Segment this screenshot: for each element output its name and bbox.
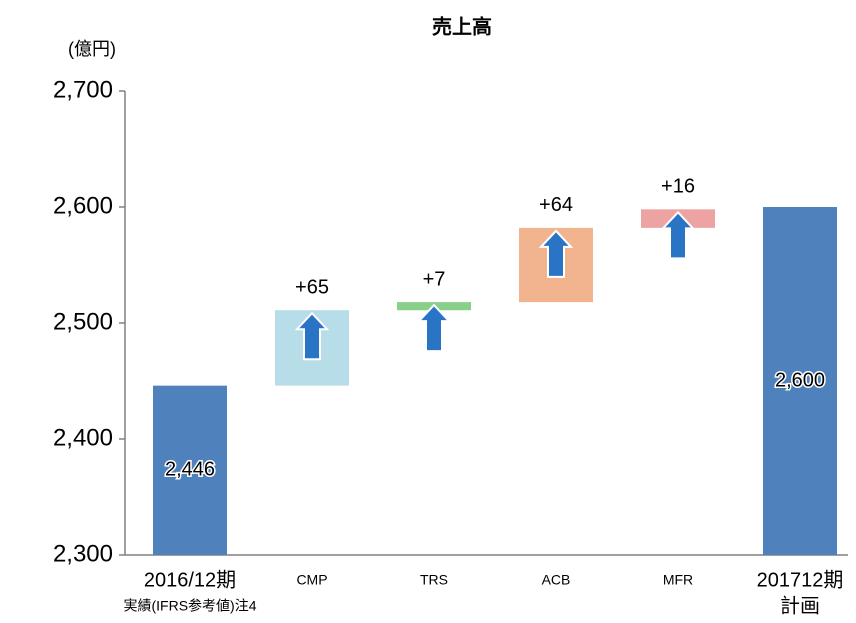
value-label: 2,600 bbox=[775, 369, 825, 391]
x-tick-label: ACB bbox=[542, 572, 571, 588]
x-tick-label: MFR bbox=[663, 572, 693, 588]
value-label: +16 bbox=[661, 176, 695, 198]
arrow bbox=[660, 210, 696, 260]
value-label: +64 bbox=[539, 194, 573, 216]
y-axis-label: (億円) bbox=[68, 39, 116, 59]
x-tick-label: TRS bbox=[420, 572, 448, 588]
value-label: 2,446 bbox=[165, 459, 215, 481]
value-label: +65 bbox=[295, 277, 329, 299]
bar bbox=[153, 385, 227, 555]
y-tick-label: 2,500 bbox=[53, 308, 113, 335]
chart-title: 売上高 bbox=[432, 14, 492, 38]
arrow bbox=[538, 229, 574, 278]
y-tick-label: 2,300 bbox=[53, 540, 113, 567]
x-tick-label: 201712期 bbox=[757, 569, 844, 591]
y-tick-label: 2,600 bbox=[53, 192, 113, 219]
x-tick-label: 2016/12期 bbox=[144, 569, 236, 591]
arrow bbox=[416, 303, 452, 353]
arrow bbox=[294, 311, 330, 361]
value-label: +7 bbox=[423, 268, 446, 290]
x-tick-sublabel: 計画 bbox=[780, 594, 820, 617]
x-tick-sublabel: 実績(IFRS参考値)注4 bbox=[124, 598, 257, 614]
y-tick-label: 2,700 bbox=[53, 76, 113, 103]
x-tick-label: CMP bbox=[296, 572, 327, 588]
y-tick-label: 2,400 bbox=[53, 424, 113, 451]
bar bbox=[763, 207, 837, 555]
